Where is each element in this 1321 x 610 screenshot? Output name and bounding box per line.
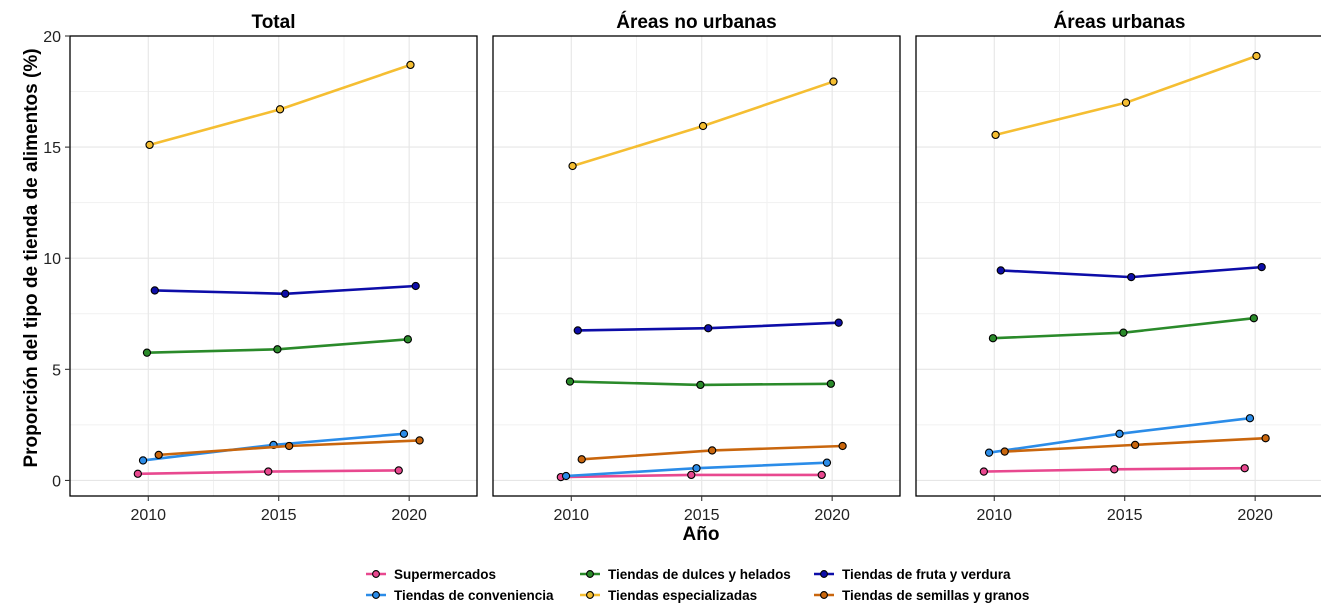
x-tick-label: 2010 xyxy=(976,507,1012,524)
data-point xyxy=(1119,328,1128,337)
data-point xyxy=(145,140,154,150)
data-point xyxy=(822,458,832,467)
data-point xyxy=(704,324,713,333)
data-point xyxy=(687,470,696,480)
data-point xyxy=(1261,434,1270,443)
data-point xyxy=(1249,314,1259,323)
data-point xyxy=(281,289,290,298)
data-point xyxy=(1121,98,1131,107)
data-point xyxy=(411,281,420,291)
data-point xyxy=(698,121,708,131)
legend-item: Tiendas de conveniencia xyxy=(366,588,554,603)
panel-border xyxy=(915,35,1321,497)
legend-item: Tiendas de semillas y granos xyxy=(814,588,1029,603)
data-point xyxy=(154,450,163,460)
x-tick-label: 2015 xyxy=(1107,507,1143,524)
data-point xyxy=(394,466,403,475)
legend-label: Supermercados xyxy=(394,567,496,582)
data-point xyxy=(1245,414,1255,423)
panel-border xyxy=(492,35,901,497)
data-point xyxy=(984,448,994,457)
data-point xyxy=(996,266,1005,275)
data-point xyxy=(692,464,701,473)
facet-title: Áreas urbanas xyxy=(1053,11,1185,33)
data-point xyxy=(834,318,843,327)
data-point xyxy=(275,105,285,114)
y-tick-label: 20 xyxy=(43,29,61,46)
facet-title: Áreas no urbanas xyxy=(616,11,777,33)
data-point xyxy=(826,379,836,388)
data-point xyxy=(561,471,571,481)
data-point xyxy=(817,470,826,480)
x-tick-label: 2015 xyxy=(684,507,720,524)
series-line xyxy=(995,54,1257,137)
data-point xyxy=(1252,51,1261,61)
facet-panel: Áreas no urbanas 2010 2015 2020 xyxy=(492,11,901,524)
y-tick-label: 0 xyxy=(52,473,61,490)
data-point xyxy=(565,377,575,386)
x-tick-label: 2020 xyxy=(814,507,850,524)
legend-label: Tiendas especializadas xyxy=(608,588,757,603)
legend-item: Supermercados xyxy=(366,567,496,582)
legend-key-point xyxy=(586,570,594,578)
data-point xyxy=(133,469,142,478)
legend-key-point xyxy=(820,570,828,578)
data-point xyxy=(406,60,415,70)
data-point xyxy=(1131,440,1140,450)
data-point xyxy=(1240,464,1249,473)
data-point xyxy=(399,429,409,438)
data-point xyxy=(264,467,273,476)
data-point xyxy=(1110,465,1119,474)
facet-panel: Áreas urbanas 2010 2015 2020 xyxy=(915,11,1321,524)
series-line xyxy=(149,63,411,147)
data-point xyxy=(1000,447,1009,456)
y-tick-label: 5 xyxy=(52,362,61,379)
legend-item: Tiendas de fruta y verdura xyxy=(814,567,1011,582)
data-point xyxy=(1115,429,1124,438)
legend-label: Tiendas de semillas y granos xyxy=(842,588,1029,603)
legend-key-point xyxy=(372,591,380,599)
x-tick-label: 2010 xyxy=(130,507,166,524)
data-point xyxy=(150,286,159,295)
data-point xyxy=(988,334,998,343)
legend-key-point xyxy=(586,591,594,599)
y-tick-label: 15 xyxy=(43,140,61,157)
legend-key-point xyxy=(372,570,380,578)
y-axis-title: Proporción del tipo de tienda de aliment… xyxy=(21,48,42,467)
x-axis-title: Año xyxy=(683,524,720,545)
data-point xyxy=(568,161,577,171)
legend-label: Tiendas de conveniencia xyxy=(394,588,554,603)
legend-label: Tiendas de dulces y helados xyxy=(608,567,791,582)
legend: Supermercados Tiendas de conveniencia Tien… xyxy=(366,567,1029,603)
legend-item: Tiendas especializadas xyxy=(580,588,757,603)
data-point xyxy=(273,345,282,354)
data-point xyxy=(577,455,586,464)
data-point xyxy=(415,436,424,445)
y-tick-label: 10 xyxy=(43,251,61,268)
x-tick-label: 2010 xyxy=(553,507,589,524)
data-point xyxy=(1257,262,1266,272)
data-point xyxy=(573,326,582,335)
legend-item: Tiendas de dulces y helados xyxy=(580,567,791,582)
data-point xyxy=(1127,272,1136,282)
data-point xyxy=(991,130,1000,140)
data-point xyxy=(708,446,717,455)
panel-border xyxy=(69,35,478,497)
data-point xyxy=(829,77,838,86)
data-point xyxy=(403,335,413,344)
data-point xyxy=(979,467,988,476)
facet-panel: Total 2010 2015 2020 xyxy=(69,12,478,524)
x-tick-label: 2015 xyxy=(261,507,297,524)
data-point xyxy=(838,441,847,451)
data-point xyxy=(285,441,294,451)
data-point xyxy=(142,348,152,357)
data-point xyxy=(138,456,148,465)
x-tick-label: 2020 xyxy=(1237,507,1273,524)
data-point xyxy=(696,380,705,390)
legend-key-point xyxy=(820,591,828,599)
legend-label: Tiendas de fruta y verdura xyxy=(842,567,1011,582)
facet-title: Total xyxy=(252,12,296,33)
x-tick-label: 2020 xyxy=(391,507,427,524)
